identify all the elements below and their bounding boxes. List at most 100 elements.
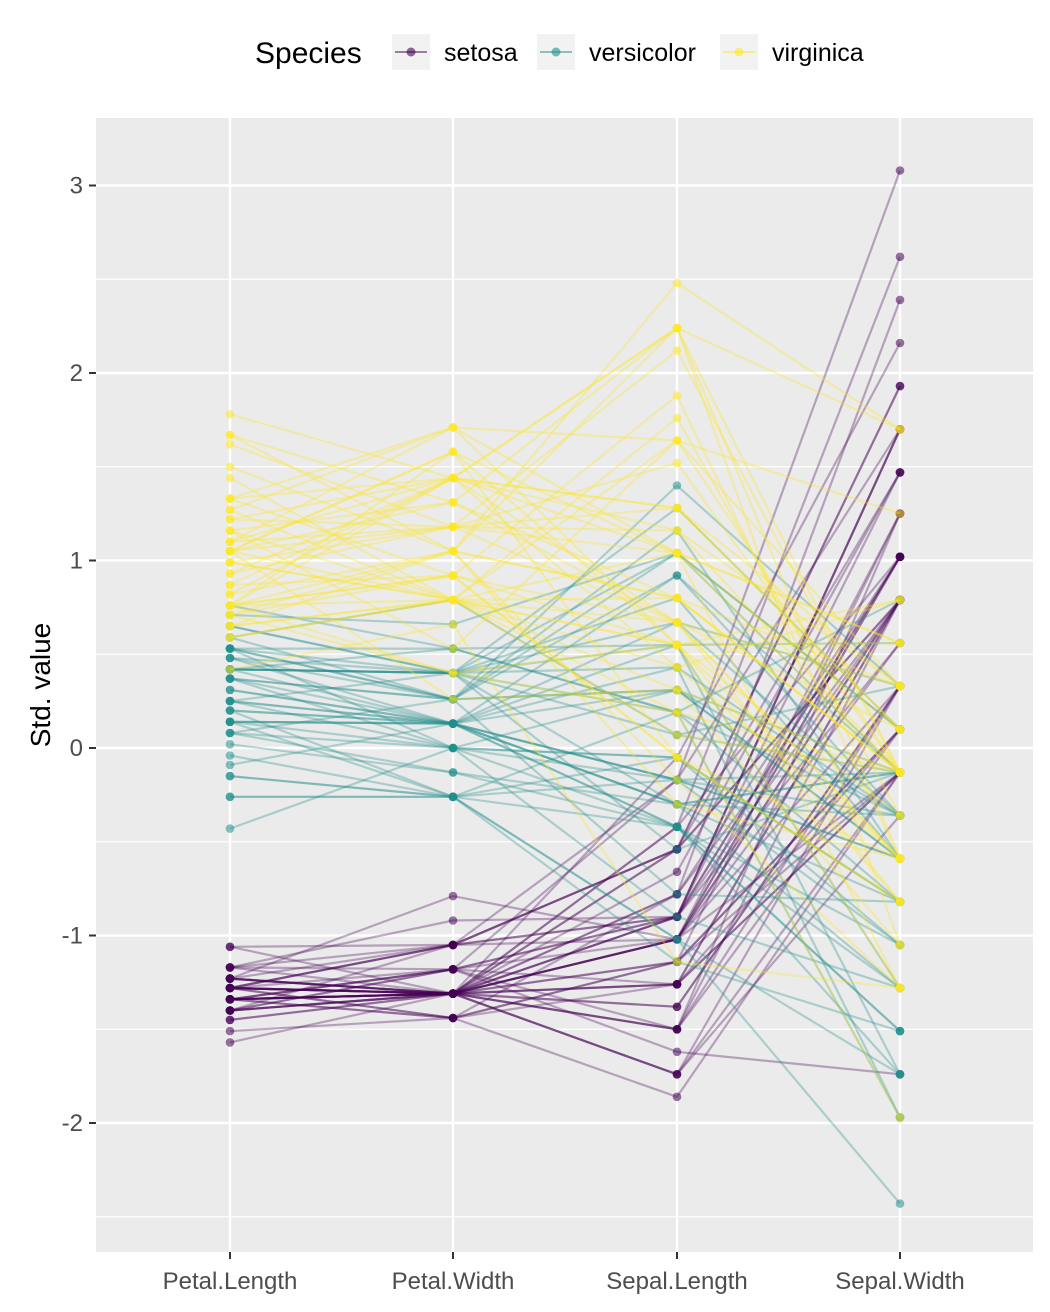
series-line-virginica <box>229 450 901 647</box>
data-point-virginica <box>672 753 682 762</box>
series-line-setosa <box>229 771 901 995</box>
data-point-virginica <box>448 668 458 678</box>
series-line-virginica <box>229 476 901 687</box>
data-point-setosa <box>672 1092 682 1102</box>
series-line-virginica <box>229 426 901 647</box>
data-point-virginica <box>225 505 235 515</box>
series-line-versicolor <box>229 720 901 946</box>
series-line-virginica <box>229 501 901 860</box>
series-line-versicolor <box>229 596 901 860</box>
data-point-virginica <box>225 515 235 524</box>
data-point-virginica <box>895 681 905 691</box>
data-point-virginica <box>895 1113 905 1122</box>
data-point-versicolor <box>895 1026 905 1036</box>
series-line-setosa <box>229 513 902 1044</box>
series-line-virginica <box>229 476 901 774</box>
data-point-virginica <box>448 546 458 556</box>
data-point-versicolor <box>672 845 682 854</box>
series-line-virginica <box>229 598 901 774</box>
data-point-setosa <box>895 166 905 175</box>
data-point-setosa <box>895 552 905 562</box>
data-point-versicolor <box>225 674 235 683</box>
series-line-setosa <box>229 771 901 1099</box>
series-line-virginica <box>229 438 901 774</box>
series-line-virginica <box>229 549 901 688</box>
series-line-setosa <box>229 728 901 995</box>
data-point-virginica <box>672 593 682 603</box>
data-point-versicolor <box>225 792 235 802</box>
data-point-virginica <box>672 800 682 809</box>
series-line-setosa <box>229 471 901 995</box>
data-point-virginica <box>672 548 682 558</box>
series-line-virginica <box>229 461 901 774</box>
series-line-virginica <box>229 598 901 860</box>
data-point-virginica <box>225 410 235 419</box>
data-point-setosa <box>672 1002 682 1012</box>
data-point-versicolor <box>225 760 235 770</box>
y-tick-label: 1 <box>70 548 83 575</box>
data-point-virginica <box>672 391 682 400</box>
series-line-versicolor <box>229 604 901 903</box>
data-point-virginica <box>895 595 905 605</box>
data-point-versicolor <box>672 571 682 580</box>
series-line-versicolor <box>229 720 901 1076</box>
data-point-setosa <box>225 995 235 1004</box>
series-line-versicolor <box>229 700 901 817</box>
data-point-versicolor <box>448 768 458 777</box>
series-line-versicolor <box>229 621 901 817</box>
data-point-virginica <box>672 503 682 513</box>
data-point-versicolor <box>672 912 682 922</box>
data-point-virginica <box>225 558 235 567</box>
data-point-setosa <box>895 468 905 477</box>
series-line-setosa <box>229 170 902 990</box>
series-line-versicolor <box>229 709 901 806</box>
series-line-virginica <box>229 604 901 860</box>
data-point-versicolor <box>672 890 682 899</box>
series-line-virginica <box>229 598 901 903</box>
series-line-virginica <box>229 529 901 989</box>
series-line-setosa <box>229 385 901 969</box>
y-axis-title: Std. value <box>25 623 56 748</box>
series-line-setosa <box>229 556 901 1001</box>
data-point-setosa <box>672 980 682 989</box>
series-line-virginica <box>229 598 901 774</box>
data-point-versicolor <box>895 1199 905 1208</box>
series-line-versicolor <box>229 551 901 731</box>
series-line-versicolor <box>229 709 901 860</box>
data-point-versicolor <box>225 717 235 727</box>
series-line-virginica <box>229 326 901 773</box>
data-point-virginica <box>448 571 458 580</box>
data-point-virginica <box>895 725 905 734</box>
series-line-virginica <box>229 426 901 645</box>
series-line-versicolor <box>229 551 901 731</box>
data-point-versicolor <box>672 481 682 490</box>
series-line-setosa <box>229 513 901 1001</box>
series-line-versicolor <box>229 574 901 817</box>
y-tick-label: 3 <box>70 173 83 200</box>
series-line-versicolor <box>229 743 901 1032</box>
data-point-virginica <box>225 633 235 642</box>
series-line-setosa <box>229 556 901 995</box>
legend-label: setosa <box>444 39 518 67</box>
data-point-virginica <box>448 423 458 432</box>
data-point-setosa <box>225 1015 235 1025</box>
series-line-setosa <box>229 428 902 990</box>
series-line-setosa <box>229 599 901 1001</box>
series-line-virginica <box>229 623 901 990</box>
series-line-setosa <box>229 385 901 1012</box>
legend-key-point <box>734 47 744 57</box>
plot-panel <box>96 118 1033 1252</box>
data-point-setosa <box>448 965 458 974</box>
data-point-setosa <box>225 1038 235 1047</box>
series-line-versicolor <box>229 484 901 701</box>
data-point-virginica <box>895 983 905 993</box>
data-point-virginica <box>448 644 458 653</box>
data-point-setosa <box>448 989 458 998</box>
legend-entry-setosa: setosa <box>392 34 518 70</box>
series-line-virginica <box>229 348 901 773</box>
series-line-virginica <box>229 598 901 774</box>
series-line-setosa <box>229 642 901 969</box>
series-line-versicolor <box>229 598 901 714</box>
data-point-virginica <box>672 278 682 288</box>
data-point-virginica <box>225 430 235 440</box>
